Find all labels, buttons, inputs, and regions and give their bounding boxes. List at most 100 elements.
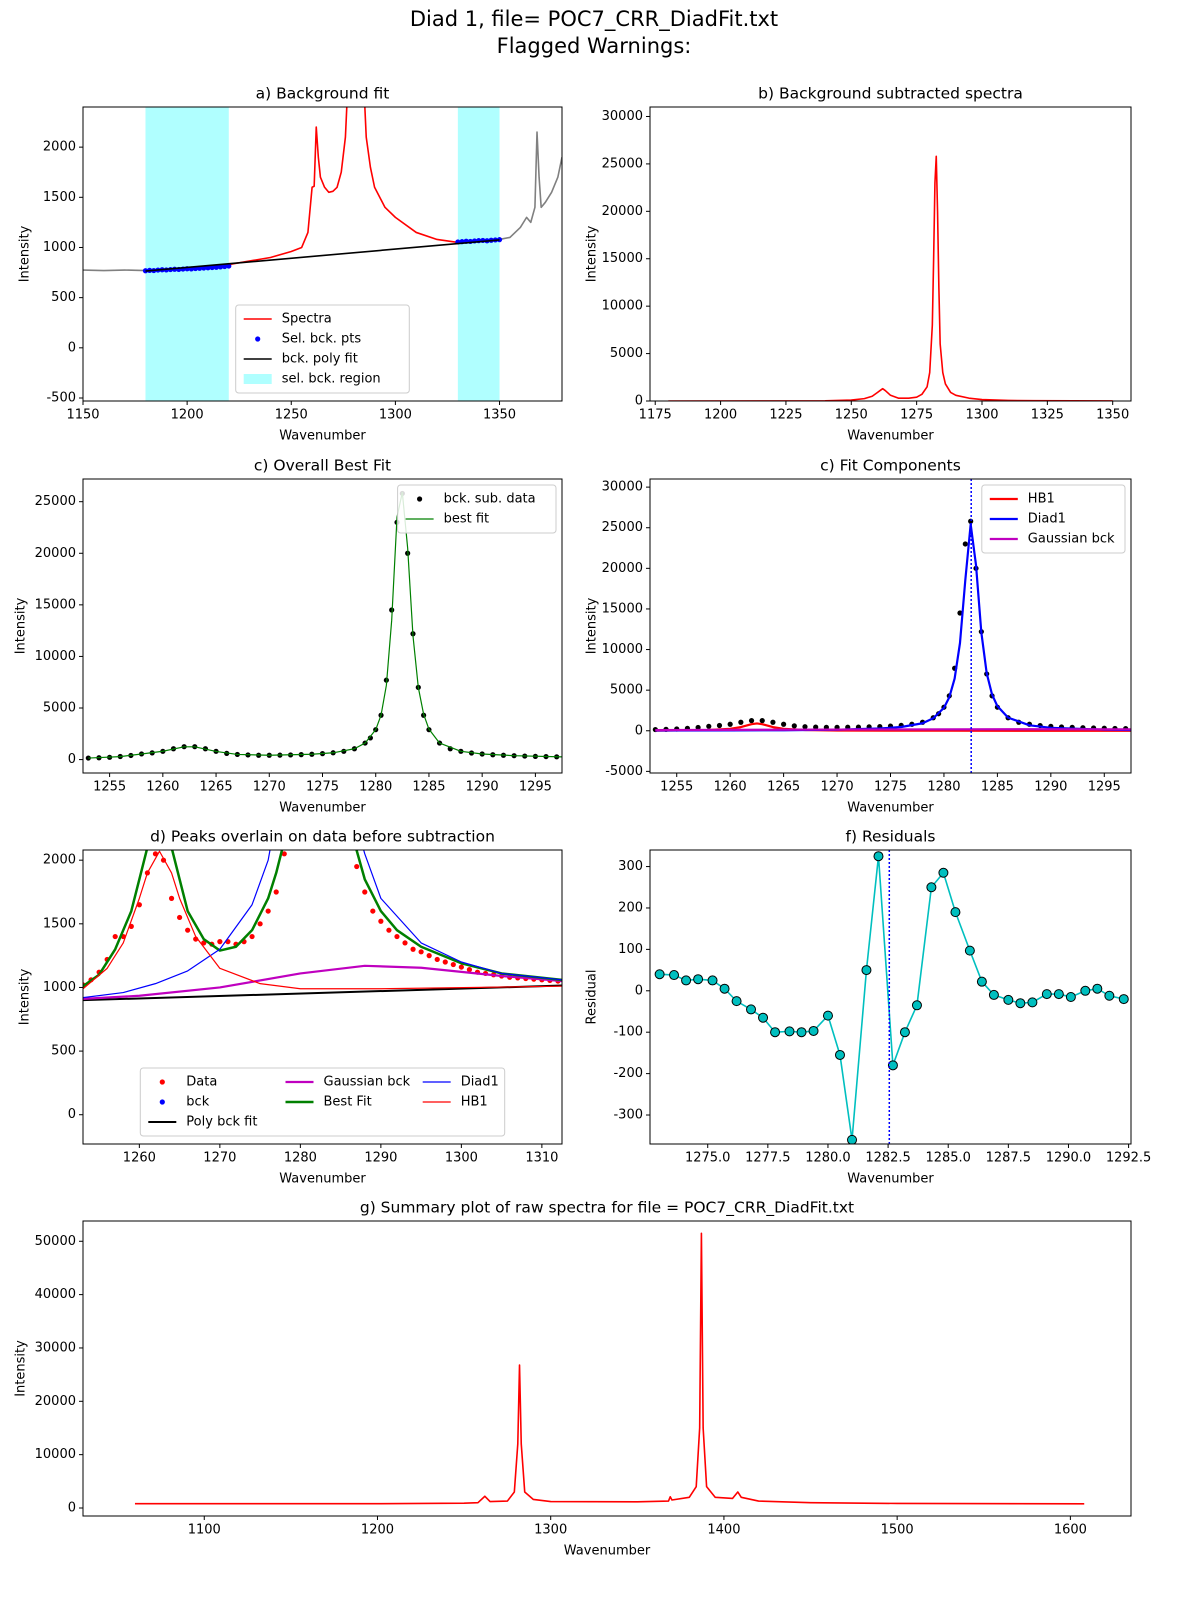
y-tick-label: 5000 <box>43 701 76 716</box>
y-tick-label: -500 <box>46 390 76 405</box>
series-line <box>659 856 1124 1140</box>
legend-label: Poly bck fit <box>186 1115 257 1130</box>
data-point <box>802 724 808 730</box>
data-point <box>273 889 279 895</box>
legend-label: sel. bck. region <box>282 372 381 387</box>
series-line <box>655 728 1131 732</box>
x-tick-label: 1292.5 <box>1106 1151 1152 1166</box>
x-axis-label: Wavenumber <box>847 429 934 444</box>
y-tick-label: 0 <box>68 752 76 767</box>
y-tick-label: 20000 <box>35 1394 76 1409</box>
data-point <box>968 518 974 524</box>
residual-point <box>861 965 872 976</box>
residual-point <box>899 1027 910 1038</box>
axes-frame <box>82 849 563 1145</box>
legend-swatch <box>417 496 423 502</box>
x-axis-label: Wavenumber <box>279 429 366 444</box>
series-line <box>655 523 1131 732</box>
data-point <box>962 541 968 547</box>
y-tick-label: 0 <box>635 394 643 409</box>
figure-title: Diad 1, file= POC7_CRR_DiadFit.txt <box>410 7 778 32</box>
y-tick-label: -5000 <box>605 764 643 779</box>
series-line <box>145 107 500 272</box>
x-tick-label: 1280.0 <box>805 1151 851 1166</box>
x-tick-label: 1270 <box>203 1151 236 1166</box>
residual-point <box>770 1027 781 1038</box>
x-tick-label: 1280 <box>359 780 392 795</box>
legend: Spectra Sel. bck. pts bck. poly fit sel. bc… <box>235 304 410 394</box>
residual-point <box>1027 997 1038 1008</box>
x-tick-label: 1285 <box>981 780 1014 795</box>
x-tick-label: 1150 <box>66 408 99 423</box>
y-tick-label: 0 <box>635 723 643 738</box>
residual-point <box>693 974 704 985</box>
data-point <box>386 927 392 933</box>
y-axis-label: Intensity <box>18 968 33 1025</box>
legend: bck. sub. data best fit <box>397 484 557 534</box>
legend-label: Diad1 <box>1028 512 1066 527</box>
series-line <box>145 239 500 272</box>
legend-label: best fit <box>444 512 490 527</box>
data-point <box>222 263 228 270</box>
data-point <box>177 914 183 921</box>
x-tick-label: 1290.0 <box>1046 1151 1092 1166</box>
y-tick-label: 25000 <box>602 520 643 535</box>
axes-frame <box>82 106 563 402</box>
legend: Data bck Poly bck fit Gaussian bck Best Fit D… <box>139 1067 506 1137</box>
y-tick-label: 10000 <box>35 649 76 664</box>
data-point <box>957 610 963 616</box>
y-tick-label: 300 <box>618 859 643 874</box>
data-point <box>706 723 712 729</box>
y-tick-label: 25000 <box>35 494 76 509</box>
residual-point <box>796 1027 807 1038</box>
plot-area <box>85 490 562 761</box>
figure-subtitle: Flagged Warnings: <box>497 34 692 58</box>
x-tick-label: 1287.5 <box>986 1151 1032 1166</box>
residual-point <box>1118 994 1129 1005</box>
legend-box <box>139 1067 506 1137</box>
y-tick-label: 1500 <box>43 190 76 205</box>
x-tick-label: 1285 <box>412 780 445 795</box>
data-point <box>112 933 118 940</box>
panel-title: g) Summary plot of raw spectra for file … <box>360 1199 854 1218</box>
residual-point <box>976 976 987 987</box>
residual-point <box>746 1004 757 1015</box>
x-tick-label: 1325 <box>1031 408 1064 423</box>
data-point <box>813 724 819 730</box>
residual-point <box>1065 992 1076 1002</box>
residual-point <box>808 1025 819 1036</box>
data-point <box>496 237 503 243</box>
y-tick-label: 30000 <box>602 109 643 124</box>
y-tick-label: 1000 <box>43 240 76 255</box>
residual-point <box>758 1012 769 1023</box>
background-region <box>457 107 500 401</box>
series-line <box>83 984 562 1002</box>
legend-swatch <box>159 1099 165 1105</box>
residual-point <box>873 851 884 862</box>
legend-label: HB1 <box>461 1095 488 1110</box>
residual-point <box>1080 985 1091 996</box>
legend-box <box>397 484 557 534</box>
residual-point <box>822 1010 833 1021</box>
x-tick-label: 1300 <box>534 1523 567 1538</box>
y-tick-label: 0 <box>68 340 76 355</box>
series-line <box>134 1232 1085 1505</box>
x-tick-label: 1265 <box>767 780 800 795</box>
series-line <box>499 131 562 241</box>
y-tick-label: 5000 <box>610 346 643 361</box>
legend-swatch <box>159 1079 165 1085</box>
legend-label: Diad1 <box>461 1075 499 1090</box>
data-point <box>738 719 744 725</box>
y-tick-label: 50000 <box>35 1234 76 1249</box>
residual-point <box>1015 998 1026 1009</box>
y-tick-label: 100 <box>618 942 643 957</box>
series-line <box>88 491 562 759</box>
data-point <box>394 933 400 940</box>
x-tick-label: 1270 <box>821 780 854 795</box>
residual-point <box>719 983 730 994</box>
y-tick-label: 2000 <box>43 140 76 155</box>
data-point <box>185 927 191 933</box>
y-axis-label: Intensity <box>14 597 29 654</box>
panel: 1175 1200 1225 1250 1275 1300 1325 1350 0 5000 100… <box>585 85 1132 444</box>
